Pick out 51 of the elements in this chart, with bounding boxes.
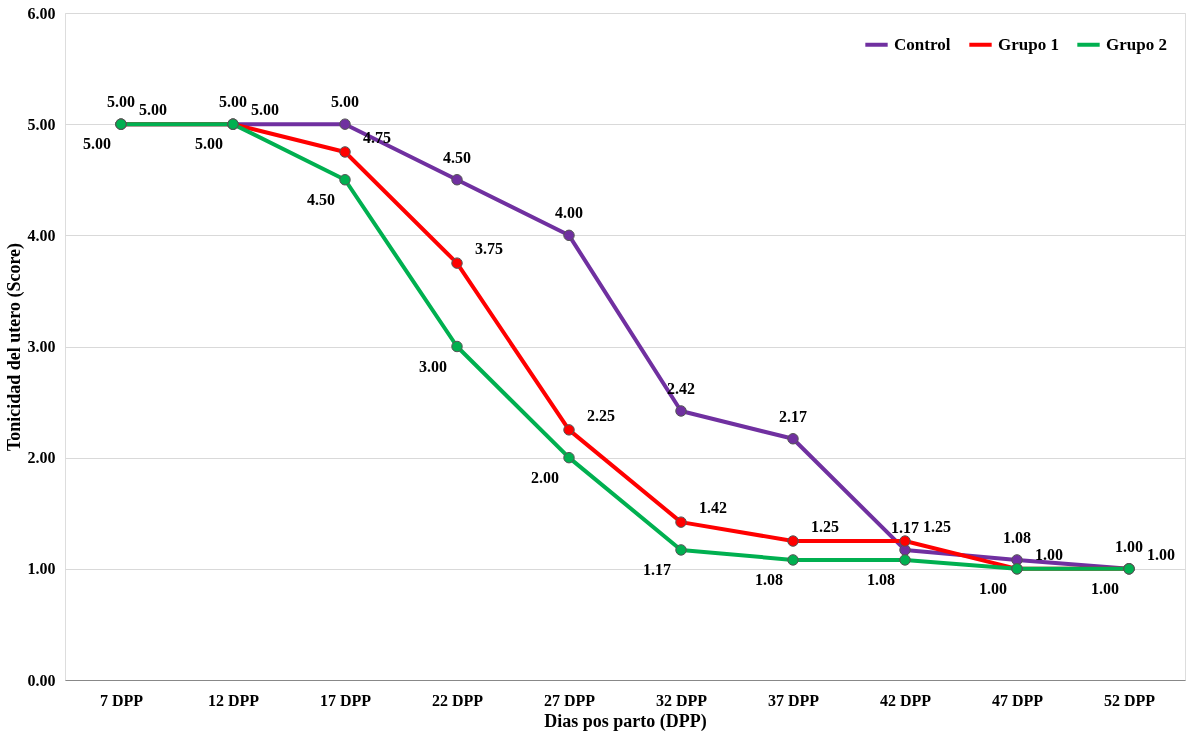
x-tick-label: 7 DPP: [99, 691, 144, 709]
data-label: 1.08: [755, 570, 783, 588]
data-label: 4.50: [307, 190, 335, 208]
x-tick-label: 52 DPP: [1103, 691, 1156, 709]
legend-label: Grupo 2: [1106, 34, 1167, 54]
data-label: 1.00: [979, 579, 1007, 597]
data-label: 3.00: [419, 357, 447, 375]
x-tick-label: 22 DPP: [431, 691, 484, 709]
data-label: 1.00: [1115, 537, 1143, 555]
x-tick-label: 42 DPP: [879, 691, 932, 709]
x-tick-label: 27 DPP: [543, 691, 596, 709]
data-label: 5.00: [83, 135, 111, 153]
data-label: 1.17: [891, 518, 919, 536]
y-tick-label: 1.00: [27, 560, 56, 578]
data-label: 1.25: [923, 518, 951, 536]
x-tick-label: 47 DPP: [991, 691, 1044, 709]
data-label: 1.25: [811, 518, 839, 536]
data-label: 4.50: [443, 148, 471, 166]
data-label: 5.00: [331, 93, 359, 111]
data-label: 5.00: [219, 93, 247, 111]
data-label: 1.00: [1091, 579, 1119, 597]
y-tick-label: 5.00: [27, 115, 56, 133]
y-tick-label: 6.00: [27, 4, 56, 22]
y-tick-label: 0.00: [27, 671, 56, 689]
data-label: 1.00: [1035, 545, 1063, 563]
data-label: 5.00: [107, 93, 135, 111]
data-label: 1.42: [699, 499, 727, 517]
x-tick-label: 37 DPP: [767, 691, 820, 709]
data-label: 1.17: [643, 560, 671, 578]
x-tick-label: 12 DPP: [207, 691, 260, 709]
data-label: 1.00: [1147, 545, 1175, 563]
data-label: 2.42: [667, 379, 695, 397]
data-label: 2.25: [587, 406, 615, 424]
data-label: 3.75: [475, 240, 503, 258]
data-label: 5.00: [251, 101, 279, 119]
data-label: 2.00: [531, 468, 559, 486]
y-tick-label: 2.00: [27, 449, 56, 467]
y-axis-title: Tonicidad del utero (Score): [3, 242, 25, 452]
y-tick-label: 4.00: [27, 226, 56, 244]
data-label: 5.00: [139, 101, 167, 119]
x-tick-label: 32 DPP: [655, 691, 708, 709]
legend-label: Control: [894, 34, 951, 54]
x-tick-label: 17 DPP: [319, 691, 372, 709]
x-axis-title: Dias pos parto (DPP): [544, 710, 707, 732]
data-label: 1.08: [1003, 528, 1031, 546]
data-label: 5.00: [195, 135, 223, 153]
data-label: 1.08: [867, 570, 895, 588]
data-label: 4.00: [555, 204, 583, 222]
legend-label: Grupo 1: [998, 34, 1059, 54]
y-tick-label: 3.00: [27, 338, 56, 355]
data-label: 2.17: [779, 407, 807, 425]
